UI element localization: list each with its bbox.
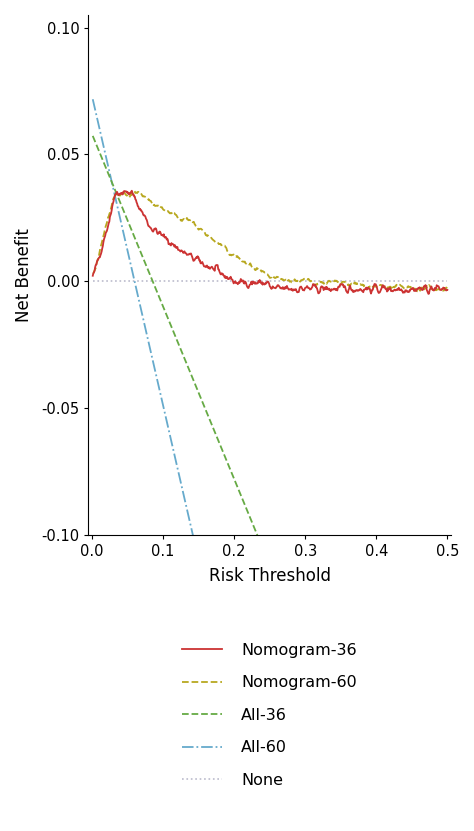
X-axis label: Risk Threshold: Risk Threshold	[209, 567, 331, 585]
Legend: Nomogram-36, Nomogram-60, All-36, All-60, None: Nomogram-36, Nomogram-60, All-36, All-60…	[176, 637, 364, 794]
Y-axis label: Net Benefit: Net Benefit	[15, 228, 33, 322]
